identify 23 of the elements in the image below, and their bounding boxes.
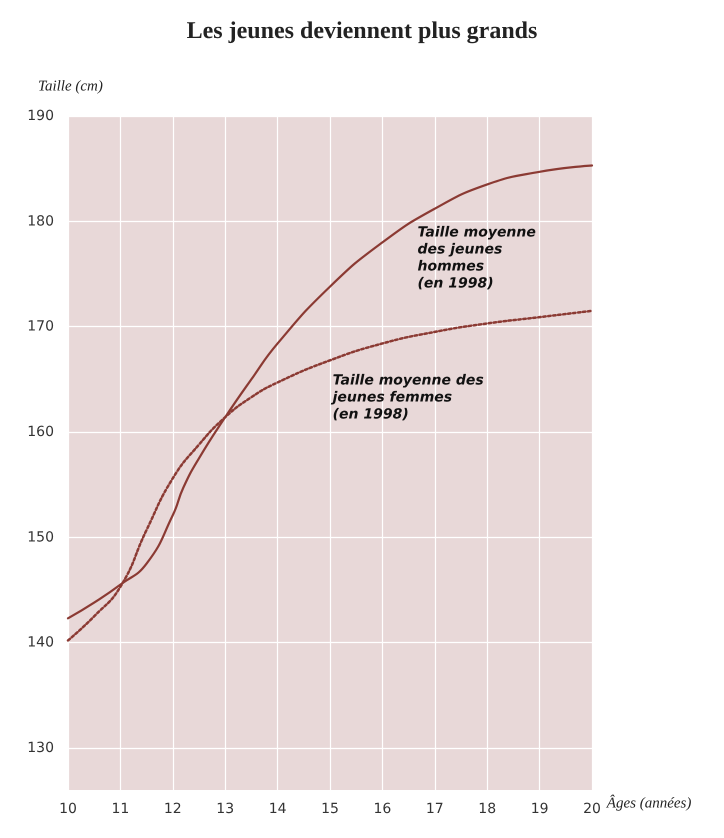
x-tick-label: 20 (583, 801, 601, 817)
x-tick-label: 11 (111, 801, 130, 817)
y-tick-label: 140 (27, 634, 54, 651)
y-tick-label: 130 (27, 740, 54, 756)
y-tick-label: 190 (27, 108, 54, 124)
y-tick-label: 170 (27, 318, 54, 335)
y-tick-label: 180 (27, 213, 54, 230)
chart-title: Les jeunes deviennent plus grands (186, 18, 538, 44)
x-tick-label: 10 (59, 801, 77, 817)
x-tick-label: 17 (426, 801, 444, 817)
x-tick-label: 14 (268, 801, 287, 817)
x-axis-title: Âges (années) (606, 794, 692, 812)
x-tick-label: 19 (530, 801, 549, 817)
annotation: Taille moyenne des jeunes femmes (en 1998) (330, 372, 484, 423)
annotation: Taille moyenne des jeunes hommes (en 1998) (418, 224, 536, 292)
x-tick-label: 12 (164, 801, 182, 817)
x-tick-label: 13 (216, 801, 234, 817)
x-tick-label: 18 (478, 801, 496, 817)
y-tick-label: 150 (27, 529, 54, 546)
y-axis-title: Taille (cm) (38, 78, 103, 94)
x-tick-label: 16 (373, 801, 392, 817)
y-tick-label: 160 (27, 424, 54, 440)
x-tick-label: 15 (321, 801, 339, 817)
